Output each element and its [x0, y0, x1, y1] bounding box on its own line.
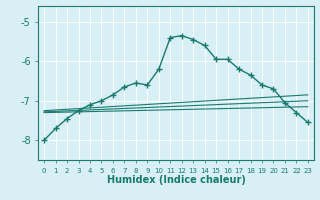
X-axis label: Humidex (Indice chaleur): Humidex (Indice chaleur): [107, 175, 245, 185]
